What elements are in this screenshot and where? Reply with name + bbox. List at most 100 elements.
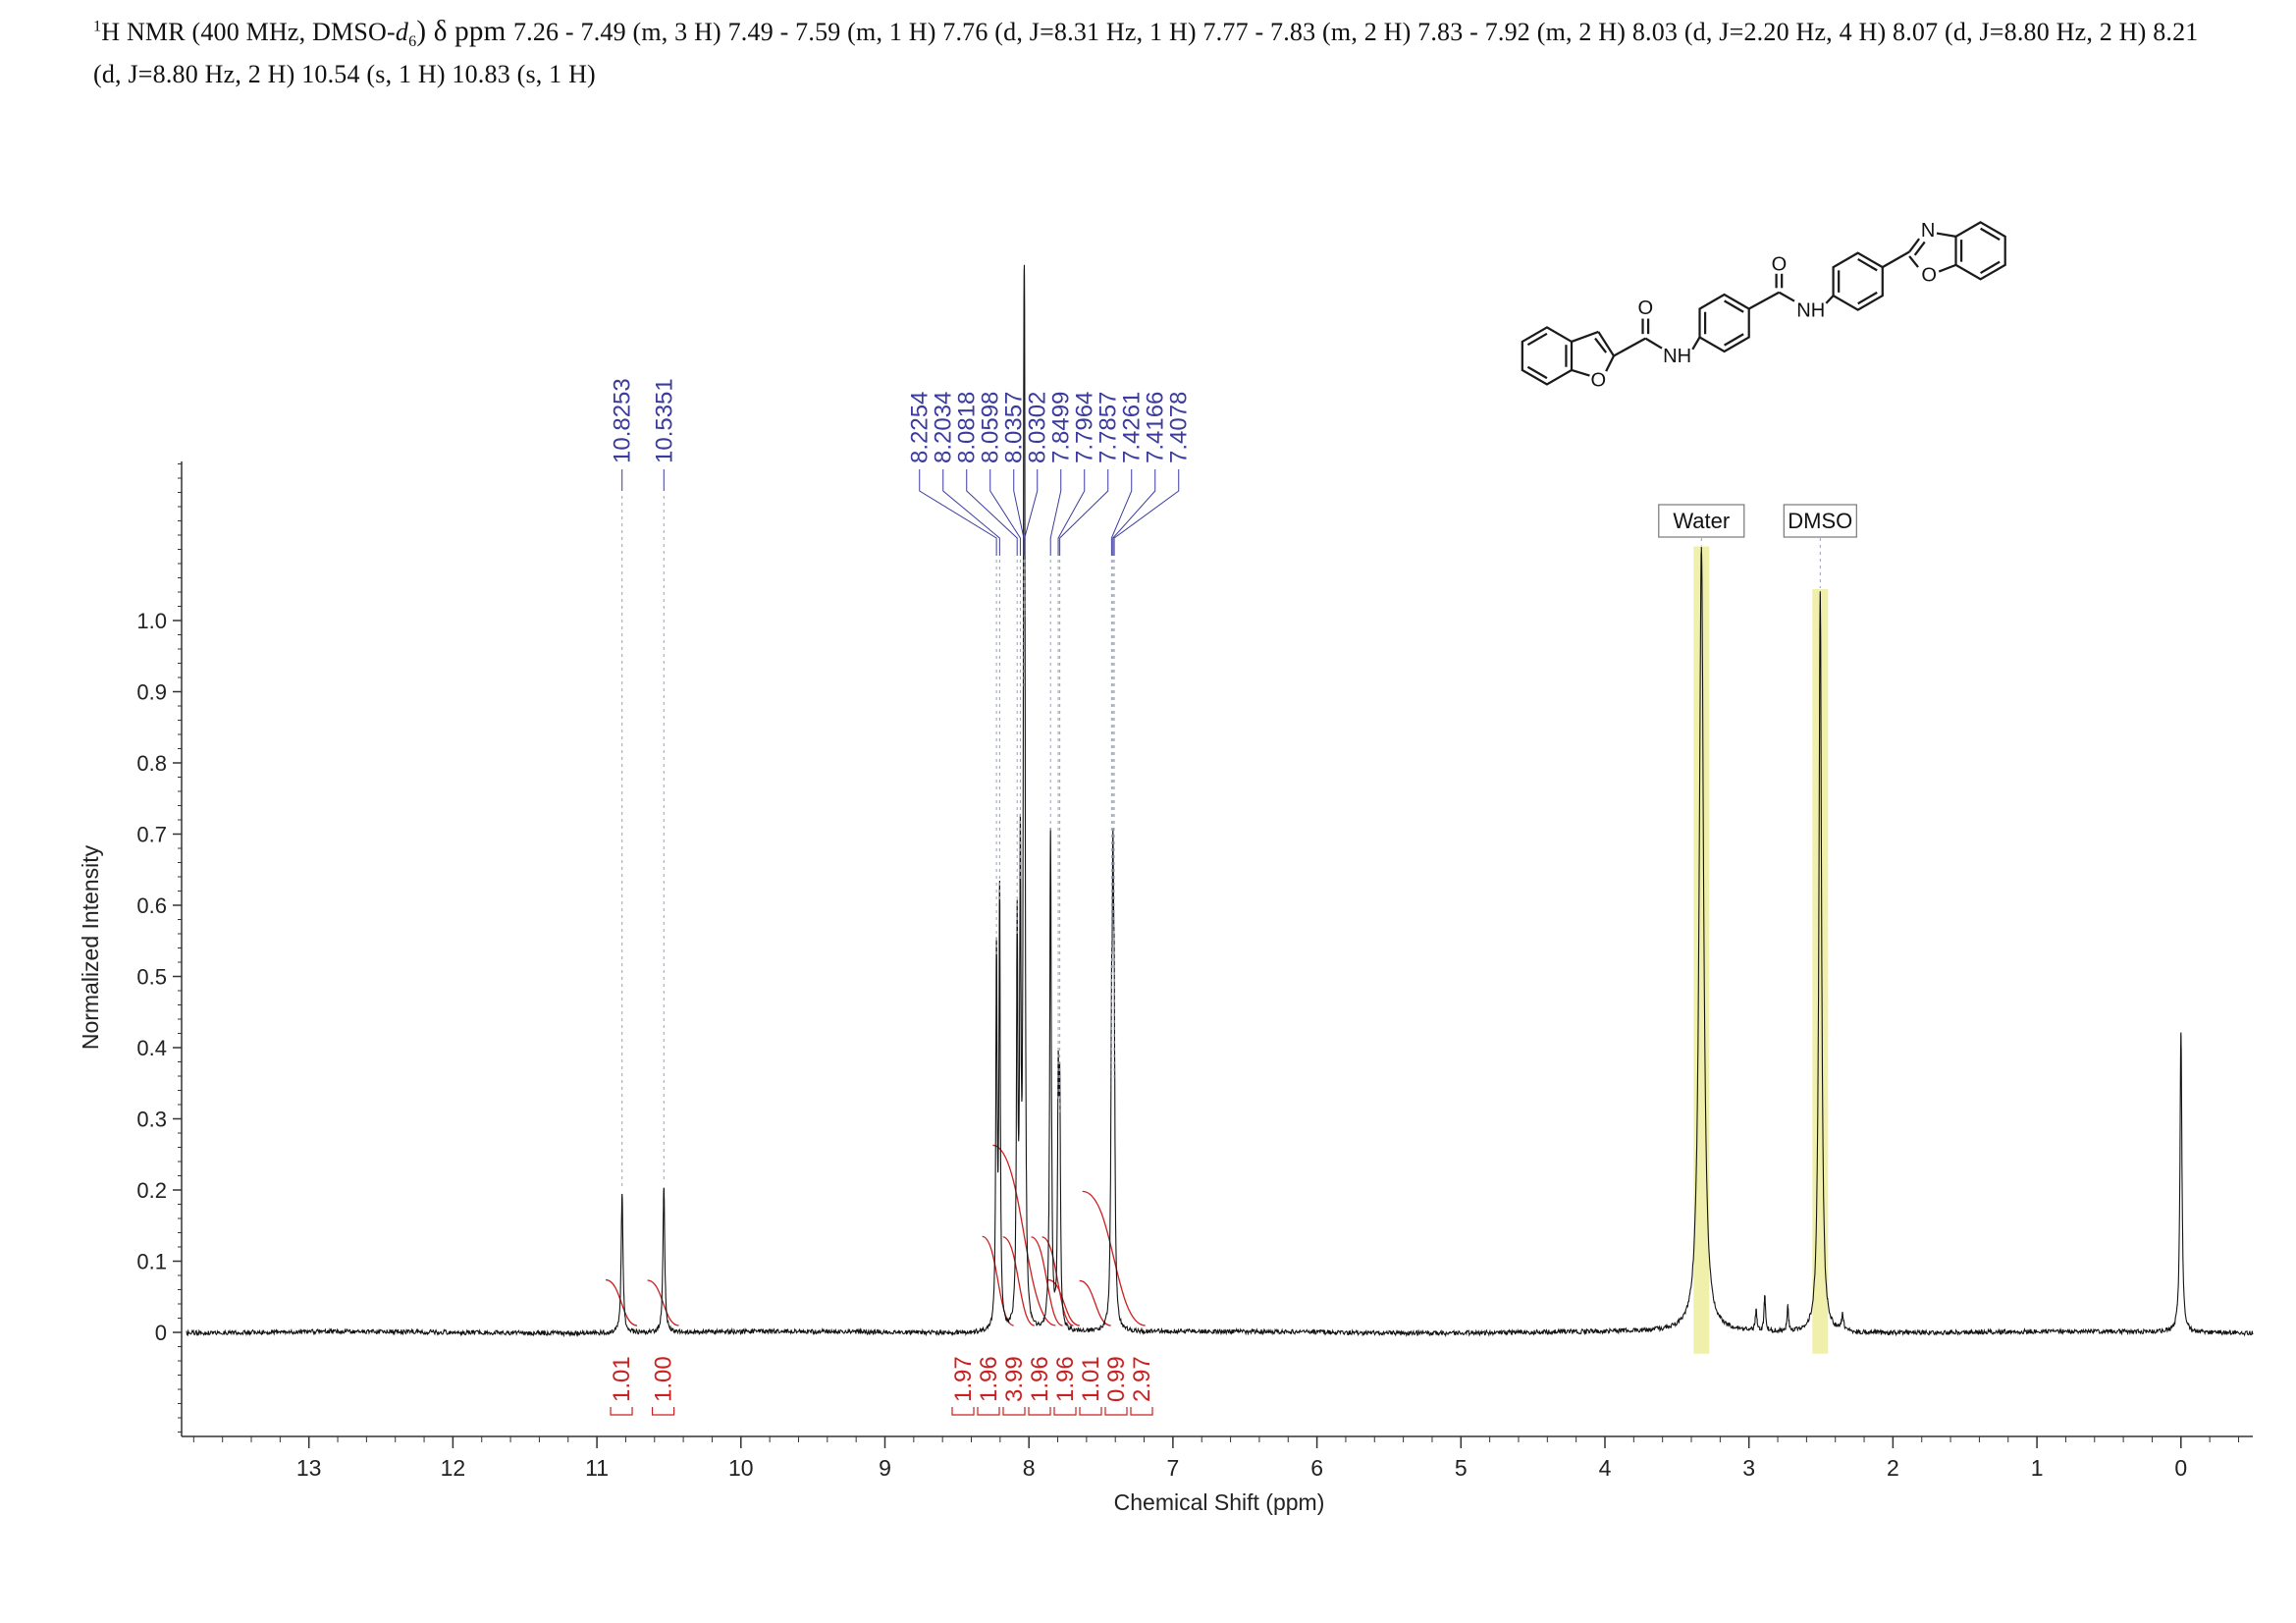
peak-label: 7.7857 — [1095, 392, 1122, 463]
peak-label: 7.4166 — [1143, 392, 1169, 463]
y-tick-label: 0.3 — [136, 1108, 167, 1132]
y-tick-label: 0.9 — [136, 680, 167, 705]
benzoxazole-nitrogen-label: N — [1921, 220, 1936, 242]
integral-value: 3.99 — [1001, 1356, 1028, 1402]
x-tick-label: 3 — [1742, 1455, 1755, 1481]
solvent-label-box — [1658, 504, 1745, 538]
peak-label: 8.0818 — [954, 392, 981, 463]
x-tick-label: 10 — [728, 1455, 754, 1481]
proton-superscript: 1 — [93, 18, 102, 35]
peak-label: 8.0598 — [978, 392, 1004, 463]
integral-value: 1.96 — [1027, 1356, 1053, 1402]
integral-curve — [992, 1144, 1056, 1326]
peak-label-connector — [1110, 469, 1133, 556]
amide2-nh-label: NH — [1796, 299, 1825, 321]
furan-oxygen-label: O — [1591, 370, 1607, 392]
integral-bracket — [1053, 1407, 1077, 1416]
integral-value: 1.01 — [609, 1356, 635, 1402]
assignment-prefix: H NMR (400 MHz, DMSO- — [101, 18, 396, 46]
integral-value: 0.99 — [1103, 1356, 1130, 1402]
y-axis-title: Normalized Intensity — [78, 844, 103, 1050]
x-tick-label: 6 — [1310, 1455, 1323, 1481]
peak-label-connector — [1113, 469, 1180, 556]
assignment-peaks-text: 7.26 - 7.49 (m, 3 H) 7.49 - 7.59 (m, 1 H… — [93, 18, 2199, 89]
x-tick-label: 1 — [2031, 1455, 2044, 1481]
benzoxazole-benzene-ring — [1954, 221, 2006, 281]
solvent-label: DMSO — [1788, 509, 1852, 533]
integral-curve — [982, 1235, 1014, 1326]
peak-label: 8.2034 — [931, 392, 957, 463]
peak-label-connector — [966, 469, 1018, 556]
integral-curve — [1041, 1236, 1074, 1326]
x-tick-label: 0 — [2174, 1455, 2187, 1481]
integral-curve — [647, 1279, 679, 1326]
y-tick-label: 0.6 — [136, 893, 167, 918]
molecule-structure: O O NH O NH — [1481, 77, 2051, 427]
y-tick-label: 0 — [155, 1321, 167, 1345]
peak-label-connector — [1112, 469, 1156, 556]
peak-label-connector — [942, 469, 1000, 556]
peak-label: 7.4261 — [1119, 392, 1146, 463]
y-tick-label: 0.4 — [136, 1036, 167, 1060]
integral-bracket — [1028, 1407, 1051, 1416]
peak-label-connector — [1013, 469, 1025, 556]
y-tick-label: 1.0 — [136, 609, 167, 633]
peak-label-connector — [1057, 469, 1086, 556]
nmr-assignment-text: 1H NMR (400 MHz, DMSO-d6) δ ppm 7.26 - 7… — [93, 10, 2223, 94]
benzoxazole-oxygen-label: O — [1921, 265, 1937, 287]
integral-bracket — [977, 1407, 1000, 1416]
integral-curve — [1002, 1236, 1036, 1326]
solvent-highlight-band — [1693, 546, 1710, 1354]
solvent-label-box — [1783, 504, 1857, 538]
peak-label: 10.5351 — [651, 378, 677, 463]
amide1-oxygen-label: O — [1638, 298, 1654, 319]
x-tick-label: 5 — [1455, 1455, 1468, 1481]
x-tick-label: 4 — [1599, 1455, 1612, 1481]
molecule-svg: O O NH O NH — [1521, 220, 2006, 392]
y-tick-label: 0.8 — [136, 751, 167, 776]
integral-value: 1.96 — [976, 1356, 1002, 1402]
y-tick-label: 0.1 — [136, 1250, 167, 1274]
integral-bracket — [610, 1407, 633, 1416]
assignment-delta: ) δ ppm — [416, 16, 513, 47]
x-tick-label: 2 — [1887, 1455, 1899, 1481]
x-tick-label: 12 — [441, 1455, 466, 1481]
integral-curve — [1047, 1278, 1080, 1326]
peak-label: 7.8499 — [1048, 392, 1075, 463]
peak-label-connector — [989, 469, 1021, 556]
integral-curve — [1079, 1279, 1111, 1326]
solvent-subscript: 6 — [408, 33, 417, 51]
peak-label: 8.2254 — [907, 392, 934, 463]
integral-curve — [1082, 1190, 1146, 1326]
peak-label: 10.8253 — [610, 378, 636, 463]
x-tick-label: 7 — [1166, 1455, 1179, 1481]
solvent-highlight-band — [1812, 589, 1829, 1354]
peak-label: 8.0302 — [1025, 392, 1051, 463]
x-tick-label: 13 — [296, 1455, 322, 1481]
peak-label: 8.0357 — [1001, 392, 1028, 463]
integral-value: 2.97 — [1129, 1356, 1155, 1402]
y-tick-label: 0.5 — [136, 965, 167, 990]
integral-value: 1.97 — [950, 1356, 977, 1402]
integral-bracket — [1079, 1407, 1102, 1416]
integral-bracket — [651, 1407, 675, 1416]
integral-bracket — [1104, 1407, 1128, 1416]
amide1-nh-label: NH — [1663, 346, 1691, 367]
x-tick-label: 8 — [1023, 1455, 1036, 1481]
peak-label-connector — [1059, 469, 1109, 556]
integral-curve — [605, 1278, 638, 1326]
integral-value: 1.01 — [1078, 1356, 1104, 1402]
peak-label-connector — [1024, 469, 1039, 556]
x-axis-title: Chemical Shift (ppm) — [1114, 1489, 1325, 1515]
integral-curve — [1031, 1236, 1063, 1326]
x-tick-label: 11 — [585, 1455, 609, 1481]
peak-label: 7.4078 — [1166, 392, 1193, 463]
integral-bracket — [951, 1407, 975, 1416]
y-tick-label: 0.7 — [136, 823, 167, 847]
integral-value: 1.96 — [1052, 1356, 1079, 1402]
solvent-symbol: d — [395, 18, 409, 46]
peak-label-connector — [1049, 469, 1062, 556]
peak-label: 7.7964 — [1072, 392, 1098, 463]
y-tick-label: 0.2 — [136, 1178, 167, 1203]
